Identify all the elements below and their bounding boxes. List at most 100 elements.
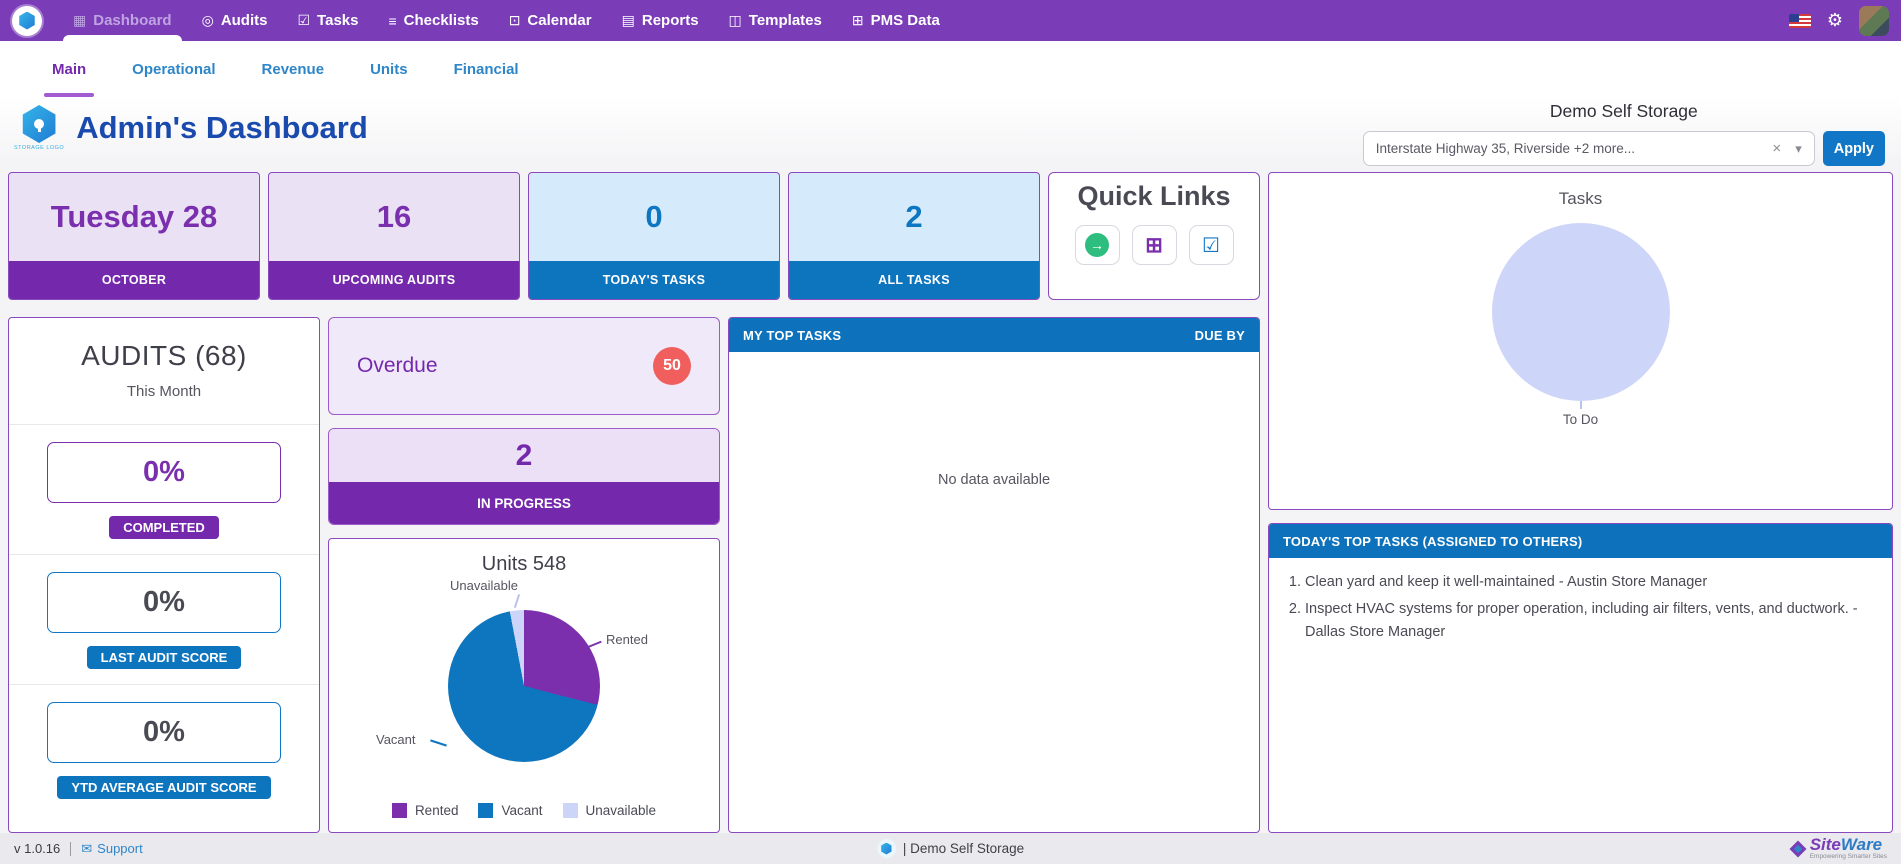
in-progress-card: 2 IN PROGRESS [328,428,720,525]
nav-item-tasks[interactable]: Tasks [282,0,373,41]
legend-item-unavailable: Unavailable [562,803,656,818]
stat-card-upcoming-audits: 16 UPCOMING AUDITS [268,172,520,300]
tasks-chart-card: Tasks To Do [1268,172,1893,510]
top-nav-bar: Dashboard Audits Tasks Checklists Calend… [0,0,1901,41]
chevron-down-icon[interactable] [1795,141,1802,157]
divider [70,841,72,856]
nav-label: Calendar [527,12,592,29]
page-header: STORAGE LOGO Admin's Dashboard Demo Self… [0,97,1901,172]
in-progress-value: 2 [329,429,719,482]
settings-gear-icon[interactable] [1827,10,1843,31]
stat-value: 0 [645,199,663,234]
overdue-card: Overdue 50 [328,317,720,415]
tasks-chart-title: Tasks [1558,189,1603,208]
stat-card-todays-tasks: 0 TODAY'S TASKS [528,172,780,300]
in-progress-label: IN PROGRESS [329,482,719,524]
hexagon-logo-icon [19,11,35,30]
nav-item-pms-data[interactable]: PMS Data [837,0,955,41]
stat-value: 2 [905,199,923,234]
stats-row: Tuesday 28 OCTOBER 16 UPCOMING AUDITS 0 … [8,172,1260,300]
support-label: Support [97,841,143,856]
clear-icon[interactable] [1772,140,1781,157]
audit-metric-ytd-average: 0% YTD AVERAGE AUDIT SCORE [9,685,319,814]
nav-item-dashboard[interactable]: Dashboard [58,0,187,41]
units-chart-title: Units 548 [481,553,567,575]
tab-main[interactable]: Main [43,41,95,97]
stat-value: 16 [376,199,412,234]
dashboard-content: Tuesday 28 OCTOBER 16 UPCOMING AUDITS 0 … [0,172,1901,833]
clipboard-check-icon [1202,233,1220,258]
todays-top-tasks-header: TODAY'S TOP TASKS (ASSIGNED TO OTHERS) [1283,533,1583,549]
leader-line [584,640,602,650]
nav-label: Audits [220,12,268,29]
no-data-message: No data available [937,472,1051,488]
calendar-icon [509,12,521,29]
siteware-tagline: Empowering Smarter Sites [1809,853,1887,861]
nav-item-templates[interactable]: Templates [714,0,837,41]
legend-swatch [562,803,578,818]
leader-line [430,739,447,747]
todays-task-list: Clean yard and keep it well-maintained -… [1283,571,1876,643]
tab-revenue[interactable]: Revenue [261,60,325,78]
nav-label: Dashboard [93,12,172,29]
quick-link-clipboard-button[interactable] [1188,225,1234,265]
tab-units[interactable]: Units [370,60,408,78]
legend-label: Rented [414,803,459,818]
list-item: Inspect HVAC systems for proper operatio… [1305,598,1876,643]
quick-link-calendar-button[interactable] [1131,225,1177,265]
language-flag-icon[interactable] [1788,13,1811,28]
metric-value: 0% [47,442,281,503]
siteware-brand: SiteWare [1809,835,1883,855]
storage-mini-logo [876,839,896,858]
stat-label: OCTOBER [9,261,259,299]
quick-links-title: Quick Links [1077,181,1231,211]
tasks-pie-chart [1491,223,1670,401]
go-arrow-icon [1085,233,1109,257]
leader-tick [1579,401,1582,409]
stat-label: UPCOMING AUDITS [269,261,519,299]
nav-item-audits[interactable]: Audits [187,0,283,41]
stat-card-date: Tuesday 28 OCTOBER [8,172,260,300]
nav-item-calendar[interactable]: Calendar [494,0,607,41]
audit-metric-completed: 0% COMPLETED [9,425,319,555]
pie-label-rented: Rented [606,632,648,647]
leader-line [513,594,521,608]
nav-item-checklists[interactable]: Checklists [373,0,493,41]
templates-icon [729,12,742,29]
todo-label: To Do [1562,412,1599,427]
pms-data-icon [852,12,864,29]
units-pie-chart: Unavailable Rented Vacant [354,576,694,803]
quick-links-card: Quick Links [1048,172,1260,300]
list-item: Clean yard and keep it well-maintained -… [1305,571,1876,593]
tab-operational[interactable]: Operational [132,60,216,78]
nav-label: Checklists [403,12,479,29]
site-name: Demo Self Storage [1549,101,1698,121]
nav-label: Tasks [317,12,359,29]
units-pie [448,610,600,762]
nav-item-reports[interactable]: Reports [607,0,714,41]
units-legend: Rented Vacant Unavailable [391,803,656,818]
envelope-icon [81,841,92,857]
storage-logo: STORAGE LOGO [14,105,64,151]
storage-logo-caption: STORAGE LOGO [14,145,65,151]
units-chart-card: Units 548 Unavailable Rented Vacant Rent… [328,538,720,833]
audits-icon [202,12,214,29]
user-avatar[interactable] [1859,5,1889,36]
apply-button[interactable]: Apply [1822,131,1885,166]
footer-site-text: | Demo Self Storage [902,841,1025,856]
calendar-icon [1145,233,1163,258]
stat-label: TODAY'S TASKS [529,261,779,299]
support-link[interactable]: Support [81,841,143,857]
due-by-header: DUE BY [1194,327,1245,343]
siteware-diamond-icon [1789,840,1807,857]
legend-item-rented: Rented [391,803,459,818]
audits-panel: AUDITS (68) This Month 0% COMPLETED 0% L… [8,317,320,833]
audits-subtitle: This Month [126,383,202,400]
overdue-label: Overdue [357,354,438,377]
dashboard-icon [73,12,86,29]
legend-swatch [391,803,407,818]
tab-financial[interactable]: Financial [453,60,519,78]
quick-link-go-button[interactable] [1074,225,1120,265]
site-filter-select[interactable]: Interstate Highway 35, Riverside +2 more… [1362,131,1815,166]
my-top-tasks-header: MY TOP TASKS [743,327,842,343]
